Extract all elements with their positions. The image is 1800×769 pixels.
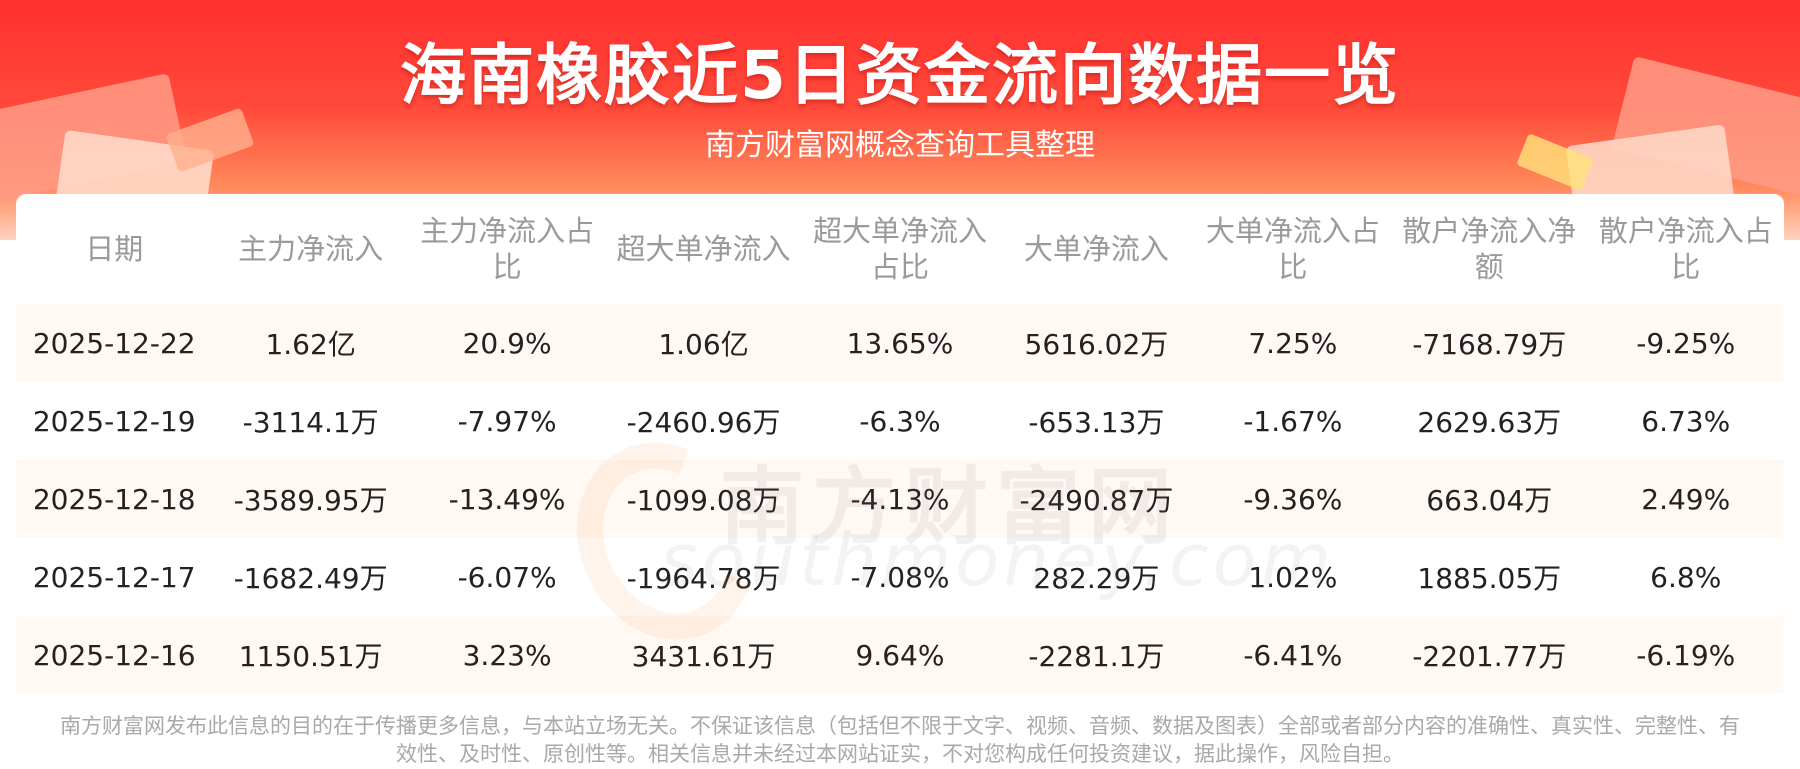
table-cell: -2460.96万 [626, 406, 781, 439]
table-cell: 9.64% [801, 616, 999, 694]
disclaimer-text: 南方财富网发布此信息的目的在于传播更多信息，与本站立场无关。不保证该信息（包括但… [60, 714, 1740, 766]
table-cell: -2201.77万 [1391, 616, 1588, 694]
fund-flow-table: 日期 主力净流入 主力净流入占比 超大单净流入 超大单净流入占比 大单净流入 大… [16, 194, 1784, 694]
table-cell: 2025-12-19 [32, 404, 196, 438]
table-cell: 20.9% [408, 304, 606, 382]
column-header-retail-ratio: 散户净流入占比 [1598, 214, 1773, 284]
column-header-retail-inflow: 散户净流入净额 [1402, 214, 1577, 284]
table-cell: -13.49% [408, 460, 606, 538]
table-cell: 1.62亿 [212, 304, 409, 382]
table-cell: -6.3% [859, 404, 941, 438]
table-cell: -6.19% [1587, 616, 1784, 694]
table-cell: 1885.05万 [1417, 562, 1562, 595]
table-row: 2025-12-17 -1682.49万 -6.07% -1964.78万 -7… [16, 538, 1784, 616]
table-cell: 3.23% [408, 616, 606, 694]
table-cell: 6.8% [1650, 560, 1722, 594]
table-cell: -7168.79万 [1391, 304, 1588, 382]
table-cell: 2629.63万 [1417, 406, 1562, 439]
page-title: 海南橡胶近5日资金流向数据一览 [400, 37, 1400, 114]
table-cell: -1099.08万 [605, 460, 802, 538]
table-cell: -7.97% [457, 404, 557, 438]
table-cell: -2490.87万 [998, 460, 1195, 538]
column-header-date: 日期 [85, 232, 144, 266]
table-row: 2025-12-19 -3114.1万 -7.97% -2460.96万 -6.… [16, 382, 1784, 460]
table-cell: -2281.1万 [998, 616, 1195, 694]
table-cell: 1150.51万 [212, 616, 409, 694]
table-cell: -6.41% [1194, 616, 1392, 694]
table-cell: 1.02% [1248, 560, 1338, 594]
table-row: 2025-12-16 1150.51万 3.23% 3431.61万 9.64%… [16, 616, 1784, 694]
column-header-large-ratio: 大单净流入占比 [1205, 214, 1380, 284]
table-cell: -4.13% [801, 460, 999, 538]
table-cell: -1682.49万 [233, 562, 388, 595]
table-cell: -9.25% [1587, 304, 1784, 382]
table-cell: 6.73% [1641, 404, 1731, 438]
table-cell: -3114.1万 [242, 406, 379, 439]
table-header-row: 日期 主力净流入 主力净流入占比 超大单净流入 超大单净流入占比 大单净流入 大… [16, 194, 1784, 304]
table-cell: 2025-12-17 [32, 560, 196, 594]
table-cell: 2025-12-22 [16, 304, 213, 382]
table-cell: -7.08% [850, 560, 950, 594]
table-cell: -1.67% [1243, 404, 1343, 438]
table-cell: -1964.78万 [626, 562, 781, 595]
table-cell: 3431.61万 [605, 616, 802, 694]
table-row: 2025-12-22 1.62亿 20.9% 1.06亿 13.65% 5616… [16, 304, 1784, 382]
table-cell: 2025-12-18 [16, 460, 213, 538]
table-cell: -6.07% [457, 560, 557, 594]
column-header-xl-ratio: 超大单净流入占比 [812, 214, 987, 284]
table-row: 2025-12-18 -3589.95万 -13.49% -1099.08万 -… [16, 460, 1784, 538]
table-cell: 282.29万 [1033, 562, 1160, 595]
table-cell: 1.06亿 [605, 304, 802, 382]
table-cell: -9.36% [1194, 460, 1392, 538]
column-header-large-inflow: 大单净流入 [1023, 232, 1169, 266]
table-cell: 663.04万 [1391, 460, 1588, 538]
column-header-main-inflow: 主力净流入 [238, 232, 384, 266]
column-header-xl-inflow: 超大单净流入 [616, 232, 791, 266]
table-cell: 2.49% [1587, 460, 1784, 538]
table-cell: -653.13万 [1028, 406, 1165, 439]
page-subtitle: 南方财富网概念查询工具整理 [705, 128, 1095, 163]
table-cell: 13.65% [801, 304, 999, 382]
column-header-main-ratio: 主力净流入占比 [420, 214, 595, 284]
table-cell: 7.25% [1194, 304, 1392, 382]
table-card [16, 194, 1784, 697]
table-cell: 2025-12-16 [16, 616, 213, 694]
table-cell: 5616.02万 [998, 304, 1195, 382]
table-cell: -3589.95万 [212, 460, 409, 538]
